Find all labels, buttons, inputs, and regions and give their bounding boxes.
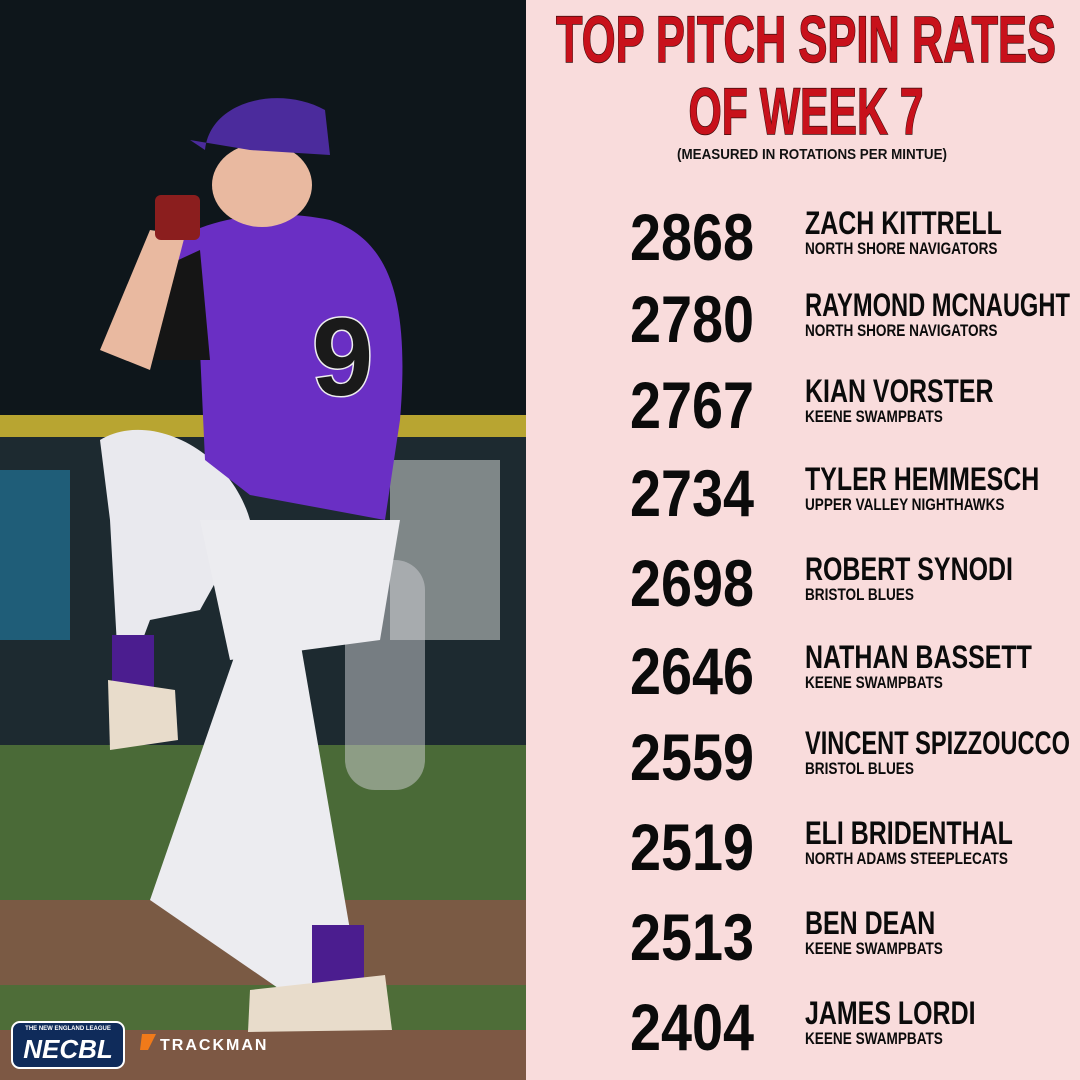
team-name: NORTH ADAMS STEEPLECATS (805, 850, 1008, 869)
team-name: KEENE SWAMPBATS (805, 408, 943, 427)
spin-rate: 2734 (630, 456, 754, 530)
player-name: ROBERT SYNODI (805, 552, 1013, 588)
team-name: NORTH SHORE NAVIGATORS (805, 322, 997, 341)
team-name: KEENE SWAMPBATS (805, 1030, 943, 1049)
team-name: UPPER VALLEY NIGHTHAWKS (805, 496, 1004, 515)
player-name: ELI BRIDENTHAL (805, 816, 1013, 852)
player-name: JAMES LORDI (805, 996, 976, 1032)
player-name: ZACH KITTRELL (805, 206, 1002, 242)
team-name: BRISTOL BLUES (805, 760, 914, 779)
player-name: TYLER HEMMESCH (805, 462, 1039, 498)
team-name: KEENE SWAMPBATS (805, 940, 943, 959)
title: OF WEEK 7 (689, 74, 924, 148)
league-logo: NECBL (23, 1034, 113, 1064)
subtitle: (MEASURED IN ROTATIONS PER MINTUE) (677, 146, 947, 163)
spin-rate: 2767 (630, 368, 754, 442)
spin-rate: 2513 (630, 900, 754, 974)
spin-rate: 2559 (630, 720, 754, 794)
player-name: BEN DEAN (805, 906, 935, 942)
sponsor-logo: TRACKMAN (160, 1037, 268, 1054)
team-name: KEENE SWAMPBATS (805, 674, 943, 693)
logos: THE NEW ENGLAND LEAGUE NECBL TRACKMAN (11, 1021, 268, 1069)
league-tagline: THE NEW ENGLAND LEAGUE (25, 1026, 111, 1032)
player-name: RAYMOND MCNAUGHT (805, 288, 1070, 323)
svg-text:9: 9 (312, 296, 373, 419)
title: TOP PITCH SPIN RATES (556, 2, 1056, 76)
spin-rate: 2404 (630, 990, 754, 1064)
panel (526, 0, 1080, 1080)
spin-rate: 2519 (630, 810, 754, 884)
spin-rate: 2780 (630, 282, 754, 356)
player-name: VINCENT SPIZZOUCCO (805, 726, 1070, 761)
player-name: KIAN VORSTER (805, 374, 994, 410)
team-name: NORTH SHORE NAVIGATORS (805, 240, 997, 259)
spin-rate: 2868 (630, 200, 754, 274)
spin-rate: 2698 (630, 546, 754, 620)
player-name: NATHAN BASSETT (805, 640, 1032, 676)
spin-rate: 2646 (630, 634, 754, 708)
team-name: BRISTOL BLUES (805, 586, 914, 605)
photo: 9 (0, 0, 526, 1080)
